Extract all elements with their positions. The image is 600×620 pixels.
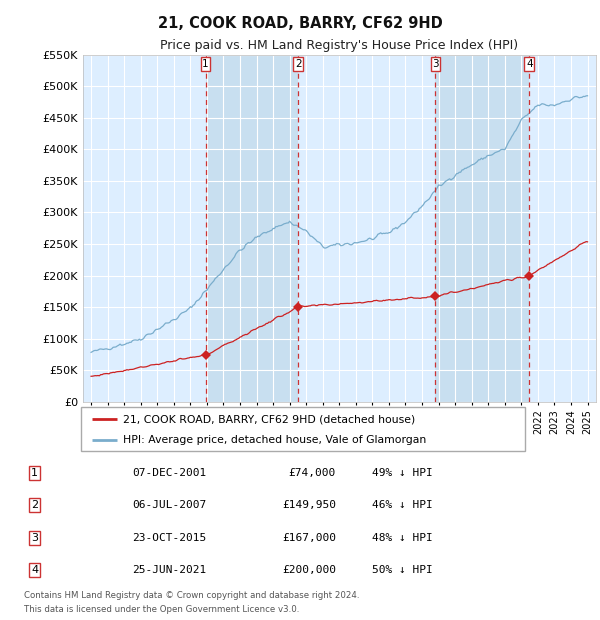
- Text: 21, COOK ROAD, BARRY, CF62 9HD (detached house): 21, COOK ROAD, BARRY, CF62 9HD (detached…: [123, 414, 415, 424]
- Bar: [436, 55, 529, 402]
- Text: 21, COOK ROAD, BARRY, CF62 9HD: 21, COOK ROAD, BARRY, CF62 9HD: [158, 16, 442, 31]
- Text: 07-DEC-2001: 07-DEC-2001: [132, 468, 206, 478]
- Text: 48% ↓ HPI: 48% ↓ HPI: [372, 533, 433, 542]
- Text: £74,000: £74,000: [289, 468, 336, 478]
- Text: 50% ↓ HPI: 50% ↓ HPI: [372, 565, 433, 575]
- Text: This data is licensed under the Open Government Licence v3.0.: This data is licensed under the Open Gov…: [24, 604, 299, 614]
- Text: 46% ↓ HPI: 46% ↓ HPI: [372, 500, 433, 510]
- Text: 4: 4: [526, 59, 533, 69]
- Text: 4: 4: [31, 565, 38, 575]
- Text: £149,950: £149,950: [282, 500, 336, 510]
- Text: 23-OCT-2015: 23-OCT-2015: [132, 533, 206, 542]
- FancyBboxPatch shape: [81, 407, 525, 451]
- Bar: [206, 55, 298, 402]
- Text: HPI: Average price, detached house, Vale of Glamorgan: HPI: Average price, detached house, Vale…: [123, 435, 427, 445]
- Text: £200,000: £200,000: [282, 565, 336, 575]
- Text: 2: 2: [295, 59, 301, 69]
- Text: £167,000: £167,000: [282, 533, 336, 542]
- Text: 49% ↓ HPI: 49% ↓ HPI: [372, 468, 433, 478]
- Text: 3: 3: [31, 533, 38, 542]
- Title: Price paid vs. HM Land Registry's House Price Index (HPI): Price paid vs. HM Land Registry's House …: [160, 39, 518, 52]
- Text: Contains HM Land Registry data © Crown copyright and database right 2024.: Contains HM Land Registry data © Crown c…: [24, 591, 359, 600]
- Text: 06-JUL-2007: 06-JUL-2007: [132, 500, 206, 510]
- Text: 3: 3: [432, 59, 439, 69]
- Text: 1: 1: [202, 59, 209, 69]
- Text: 25-JUN-2021: 25-JUN-2021: [132, 565, 206, 575]
- Text: 1: 1: [31, 468, 38, 478]
- Text: 2: 2: [31, 500, 38, 510]
